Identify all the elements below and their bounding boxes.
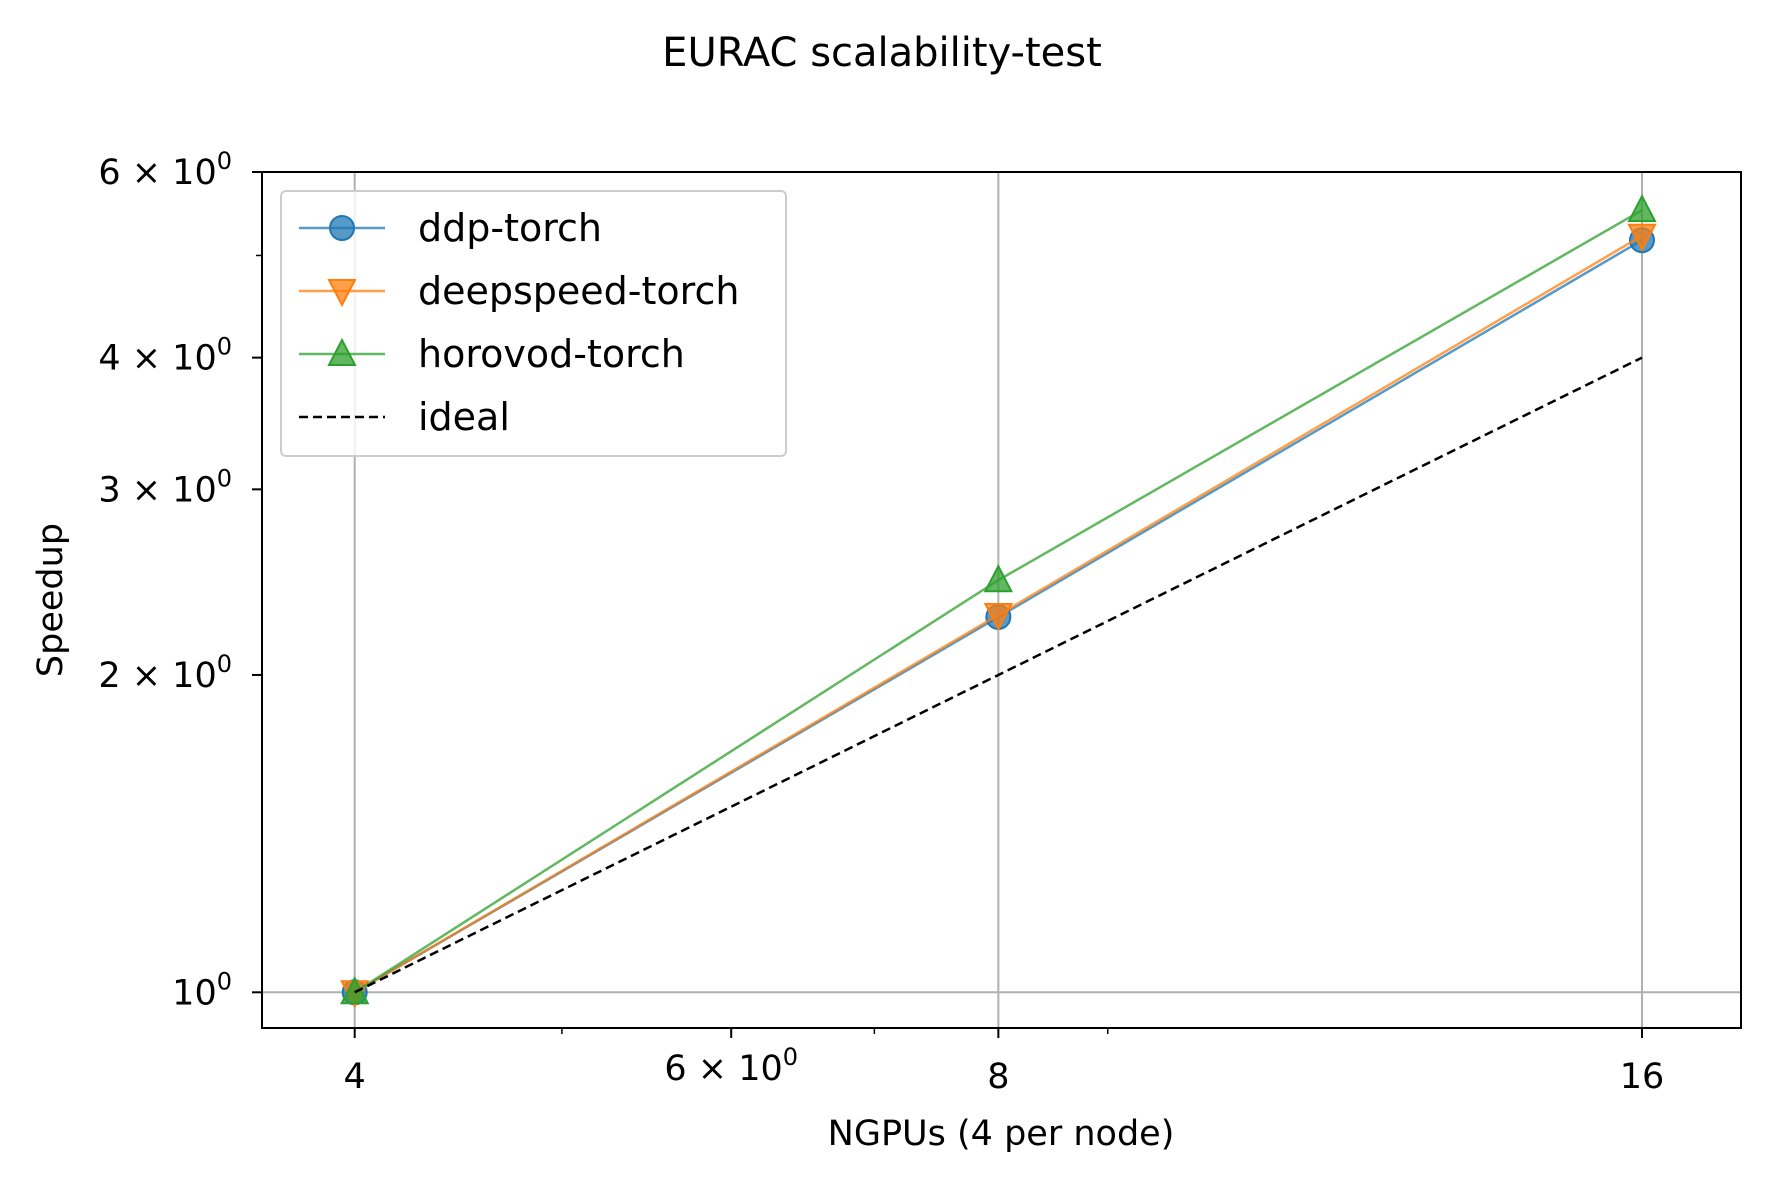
legend-label-ideal: ideal (418, 395, 510, 439)
legend-label-deepspeed-torch: deepspeed-torch (418, 269, 739, 313)
y-tick-label: 4 × 100 (98, 333, 232, 379)
legend-label-ddp-torch: ddp-torch (418, 206, 602, 250)
series-line-ideal (354, 356, 1643, 994)
chart-title: EURAC scalability-test (662, 30, 1102, 76)
grid-lines (262, 172, 1741, 1028)
legend-marker-horovod-torch (327, 337, 357, 366)
y-tick-label: 2 × 100 (98, 650, 232, 696)
legend-marker-deepspeed-torch (327, 279, 357, 308)
plot-frame (261, 171, 1742, 1029)
y-tick-label: 6 × 100 (98, 147, 232, 193)
point-horovod-torch (1627, 194, 1657, 223)
point-deepspeed-torch (1627, 223, 1657, 252)
x-axis-label: NGPUs (4 per node) (828, 1114, 1175, 1154)
legend-label-horovod-torch: horovod-torch (418, 332, 685, 376)
y-tick-label: 100 (172, 967, 232, 1013)
point-deepspeed-torch (983, 602, 1013, 632)
x-tick-label: 16 (1620, 1057, 1665, 1097)
x-tick-label: 4 (344, 1057, 366, 1097)
x-tick-label: 8 (987, 1057, 1009, 1097)
x-tick-label: 6 × 100 (664, 1043, 798, 1089)
y-axis-label: Speedup (31, 523, 71, 677)
legend: ddp-torch deepspeed-torch horovod-torch ide… (280, 190, 787, 457)
legend-marker-ddp-torch (329, 215, 355, 241)
x-axis: 4 6 × 100 8 16 (344, 1028, 1665, 1097)
point-horovod-torch (340, 976, 370, 1005)
y-tick-label: 3 × 100 (98, 464, 232, 510)
legend-box (280, 190, 787, 457)
point-horovod-torch (983, 564, 1013, 593)
y-axis: 100 2 × 100 3 × 100 4 × 100 6 × 100 (98, 147, 262, 1013)
series-layer (340, 194, 1657, 1009)
